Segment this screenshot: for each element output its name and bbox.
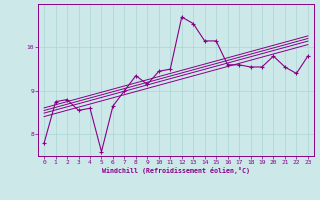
X-axis label: Windchill (Refroidissement éolien,°C): Windchill (Refroidissement éolien,°C): [102, 167, 250, 174]
